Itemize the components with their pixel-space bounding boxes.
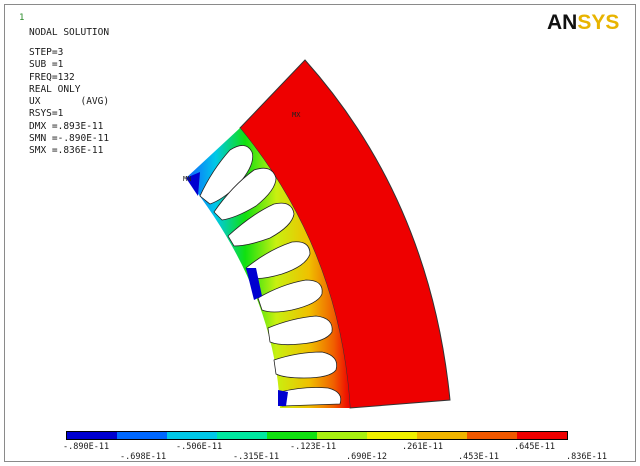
slot-5 [257,279,323,313]
legend-band-2 [117,432,167,439]
legend-band-6 [317,432,367,439]
window-number: 1 [19,13,25,23]
legend-band-7 [367,432,417,439]
min-region-top [186,172,200,196]
solution-title: NODAL SOLUTION [29,27,110,38]
info-sub: SUB =1 [29,59,64,71]
legend-label-4: -.123E-11 [290,442,337,452]
info-freq: FREQ=132 [29,71,75,83]
legend-label-6: .261E-11 [402,442,443,452]
legend-band-8 [417,432,467,439]
solution-info: STEP=3 SUB =1 FREQ=132 REAL ONLY UX (AVG… [29,47,109,158]
info-smn: SMN =-.890E-11 [29,133,110,145]
legend-label-2: -.506E-11 [176,442,223,452]
legend-label-max: .836E-11 [566,452,607,462]
slot-6 [267,315,333,346]
slot-8 [279,387,342,407]
slot-3 [227,202,295,247]
logo-an: AN [547,11,578,34]
info-ux-avg: UX (AVG) [29,96,110,108]
legend-label-8: .645E-11 [514,442,555,452]
ansys-logo: ANSYS [547,11,619,35]
logo-sys: SYS [577,11,620,34]
legend-label-1: -.698E-11 [120,452,167,462]
slot-1 [199,145,254,205]
info-dmx: DMX =.893E-11 [29,120,104,132]
legend-band-10 [517,432,567,439]
slot-4 [245,241,311,279]
legend-colorbar [66,431,568,440]
legend-band-5 [267,432,317,439]
min-region-mid [246,268,262,300]
slot-7 [273,351,338,379]
legend-band-3 [167,432,217,439]
min-marker: MN [183,175,191,183]
min-region-bottom [278,390,288,406]
max-marker: MX [292,111,301,119]
info-smx: SMX =.836E-11 [29,145,104,157]
legend-label-7: .453E-11 [458,452,499,462]
slot-2 [213,167,277,221]
legend-label-min: -.890E-11 [63,442,110,452]
legend-label-3: -.315E-11 [233,452,280,462]
info-real-only: REAL ONLY [29,83,81,95]
info-step: STEP=3 [29,47,64,58]
legend-band-1 [67,432,117,439]
legend-band-9 [467,432,517,439]
slots [199,145,342,407]
info-rsys: RSYS=1 [29,108,64,120]
legend-label-5: .690E-12 [346,452,387,462]
legend-band-4 [217,432,267,439]
